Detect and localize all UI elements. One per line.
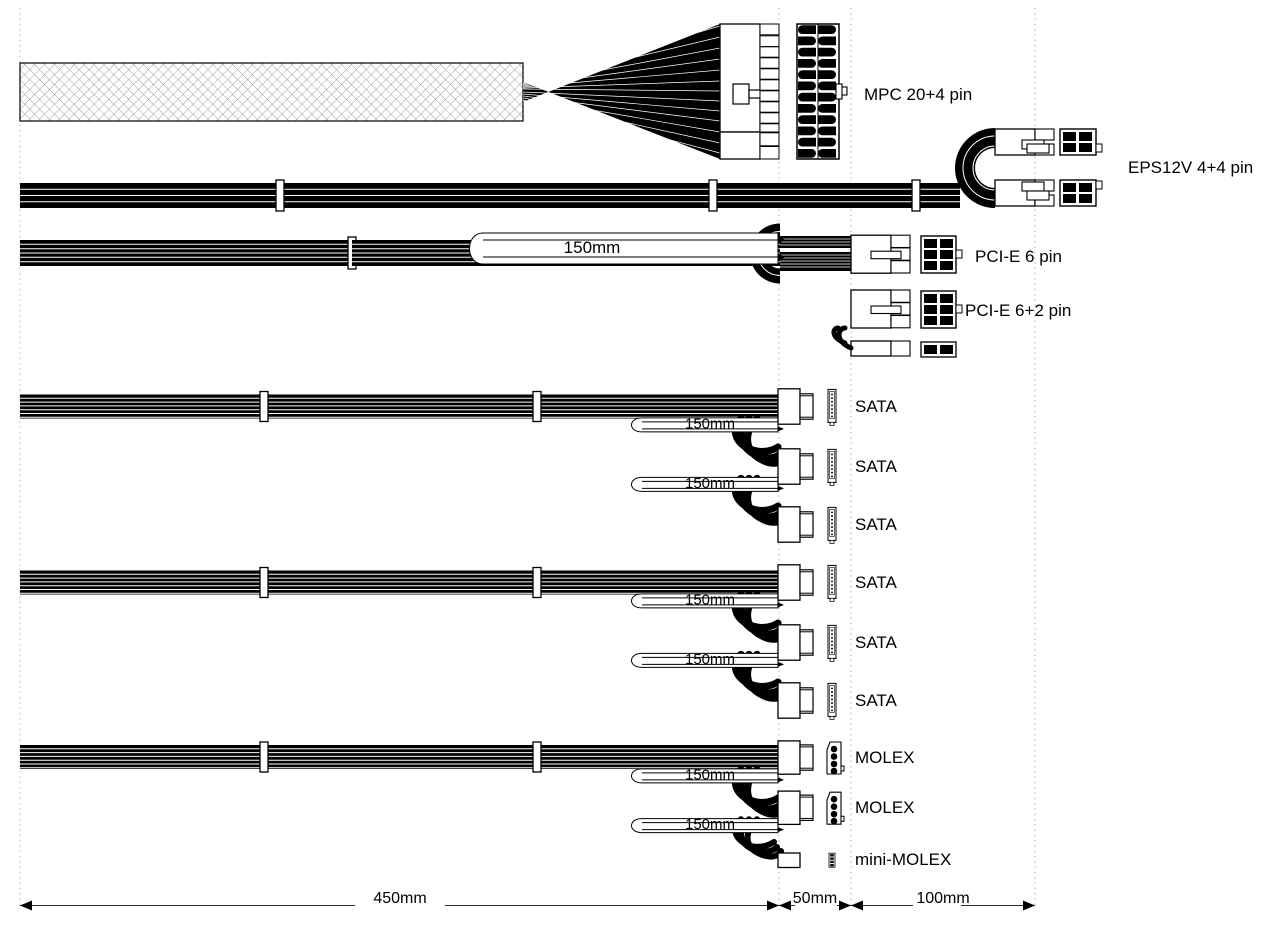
svg-text:MPC 20+4 pin: MPC 20+4 pin bbox=[864, 85, 972, 104]
svg-text:150mm: 150mm bbox=[685, 651, 735, 668]
svg-text:SATA: SATA bbox=[855, 515, 898, 534]
svg-text:PCI-E 6 pin: PCI-E 6 pin bbox=[975, 247, 1062, 266]
svg-text:150mm: 150mm bbox=[685, 591, 735, 608]
svg-text:MOLEX: MOLEX bbox=[855, 798, 915, 817]
svg-text:EPS12V 4+4 pin: EPS12V 4+4 pin bbox=[1128, 158, 1253, 177]
svg-text:SATA: SATA bbox=[855, 457, 898, 476]
svg-text:SATA: SATA bbox=[855, 633, 898, 652]
svg-text:mini-MOLEX: mini-MOLEX bbox=[855, 850, 951, 869]
svg-text:150mm: 150mm bbox=[685, 766, 735, 783]
svg-text:SATA: SATA bbox=[855, 573, 898, 592]
svg-text:150mm: 150mm bbox=[685, 415, 735, 432]
svg-text:MOLEX: MOLEX bbox=[855, 748, 915, 767]
svg-text:SATA: SATA bbox=[855, 397, 898, 416]
svg-text:PCI-E 6+2 pin: PCI-E 6+2 pin bbox=[965, 301, 1071, 320]
svg-text:50mm: 50mm bbox=[793, 890, 837, 907]
svg-text:150mm: 150mm bbox=[685, 475, 735, 492]
svg-text:150mm: 150mm bbox=[685, 816, 735, 833]
svg-text:150mm: 150mm bbox=[564, 238, 621, 257]
svg-text:SATA: SATA bbox=[855, 691, 898, 710]
svg-text:100mm: 100mm bbox=[916, 890, 969, 907]
svg-text:450mm: 450mm bbox=[373, 890, 426, 907]
